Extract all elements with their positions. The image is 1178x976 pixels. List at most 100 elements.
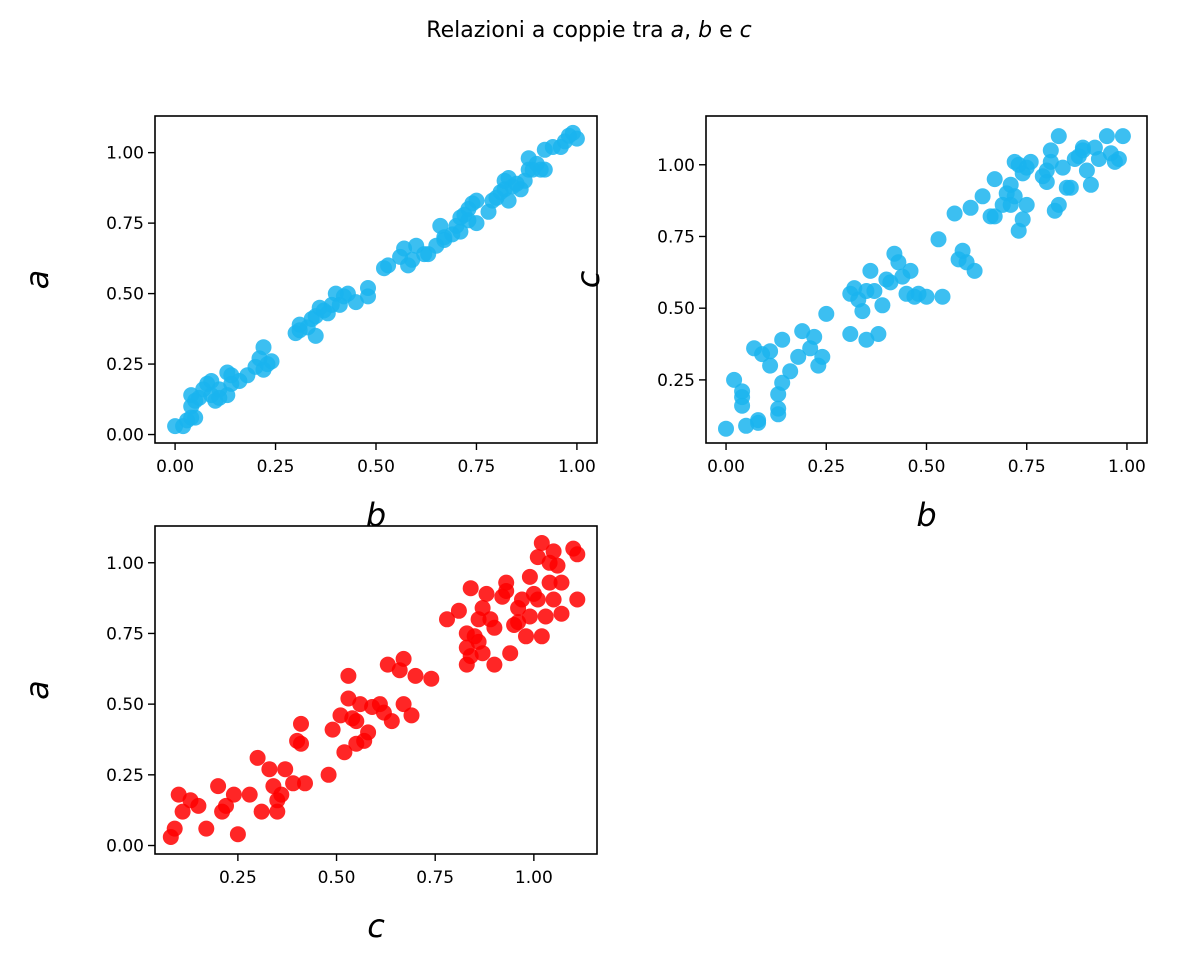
y-axis-label: a (18, 680, 56, 700)
scatter-point (569, 591, 586, 608)
points-b_vs_c (718, 128, 1131, 437)
scatter-point (269, 803, 286, 820)
y-tick-label: 0.50 (106, 285, 144, 305)
title-var-b: b (698, 18, 713, 43)
x-axis-label: b (366, 496, 386, 534)
scatter-point (450, 602, 467, 619)
scatter-point (734, 397, 751, 414)
scatter-point (198, 820, 215, 837)
scatter-point (718, 420, 734, 437)
scatter-point (229, 826, 246, 843)
scatter-point (320, 766, 337, 783)
scatter-point (380, 257, 397, 274)
scatter-point (553, 605, 570, 622)
scatter-point (1082, 176, 1099, 193)
scatter-point (396, 240, 413, 257)
scatter-point (1022, 153, 1039, 170)
scatter-point (263, 353, 280, 370)
scatter-point (219, 364, 236, 381)
x-axis-label: c (367, 907, 385, 945)
scatter-point (225, 786, 242, 803)
scatter-point (814, 348, 831, 365)
scatter-point (569, 546, 586, 563)
scatter-point (568, 130, 585, 147)
scatter-point (521, 608, 538, 625)
scatter-point (360, 724, 377, 741)
scatter-point (774, 374, 791, 391)
x-tick-label: 1.00 (558, 457, 596, 477)
x-tick-label: 0.50 (318, 868, 356, 888)
scatter-point (545, 543, 562, 560)
y-tick-label: 0.25 (106, 355, 144, 375)
scatter-point (806, 328, 823, 345)
scatter-point (890, 254, 907, 271)
title-text: Relazioni a coppie tra (426, 18, 671, 43)
x-tick-label: 0.25 (257, 457, 295, 477)
scatter-point (974, 188, 991, 205)
x-tick-label: 0.00 (156, 457, 194, 477)
scatter-point (474, 600, 491, 616)
panel-b_vs_c: 0.00 0.25 0.50 0.75 1.00 0.25 0.50 0.75 1.00 b c (569, 115, 1148, 534)
scatter-point (1078, 162, 1095, 179)
scatter-point (818, 305, 835, 322)
scatter-point (966, 262, 983, 279)
scatter-point (934, 288, 951, 305)
scatter-point (790, 348, 807, 365)
scatter-point (468, 192, 485, 209)
title-var-c: c (739, 18, 752, 43)
y-tick-label: 0.75 (106, 214, 144, 234)
x-tick-label: 0.25 (807, 457, 845, 477)
x-tick-label: 0.50 (908, 457, 946, 477)
scatter-point (533, 535, 550, 551)
title-sep-1: , (684, 18, 699, 43)
scatter-point (241, 786, 258, 803)
title-var-a: a (670, 18, 685, 43)
scatter-point (336, 744, 353, 761)
scatter-point (478, 585, 495, 602)
scatter-point (533, 628, 550, 645)
x-tick-label: 0.75 (458, 457, 496, 477)
scatter-point (468, 215, 485, 232)
scatter-point (553, 574, 570, 591)
scatter-point (452, 223, 469, 240)
scatter-point (403, 707, 420, 724)
points-b_vs_a (167, 124, 585, 435)
scatter-point (261, 761, 278, 778)
scatter-point (1074, 142, 1091, 159)
x-tick-label: 0.75 (1008, 457, 1046, 477)
scatter-point (750, 414, 767, 431)
scatter-point (293, 735, 309, 752)
scatter-point (1110, 151, 1127, 167)
y-axis-label: c (569, 270, 607, 288)
scatter-point (774, 331, 791, 348)
x-tick-label: 0.25 (219, 868, 257, 888)
scatter-point (324, 721, 341, 738)
scatter-point (858, 331, 875, 348)
scatter-point (545, 591, 562, 608)
scatter-point (439, 611, 455, 628)
y-tick-label: 0.50 (106, 695, 144, 715)
scatter-point (862, 262, 879, 279)
y-tick-label: 0.50 (657, 299, 695, 319)
scatter-point (870, 326, 887, 342)
scatter-point (498, 583, 515, 599)
scatter-point (1114, 128, 1131, 145)
scatter-point (726, 371, 743, 388)
figure-title: Relazioni a coppie tra a, b e c (0, 18, 1178, 43)
scatter-point (962, 199, 979, 216)
scatter-point (348, 713, 365, 730)
scatter-point (738, 417, 755, 434)
y-tick-label: 0.25 (657, 371, 695, 391)
x-tick-label: 1.00 (1108, 457, 1146, 477)
axes-frame (154, 525, 598, 855)
scatter-point (502, 645, 519, 662)
scatter-point (297, 775, 313, 792)
scatter-point (340, 667, 357, 684)
scatter-point (762, 343, 779, 360)
scatter-point (486, 656, 503, 673)
x-tick-label: 1.00 (515, 868, 553, 888)
scatter-point (1006, 188, 1023, 205)
scatter-point (407, 667, 424, 684)
scatter-point (395, 650, 412, 667)
